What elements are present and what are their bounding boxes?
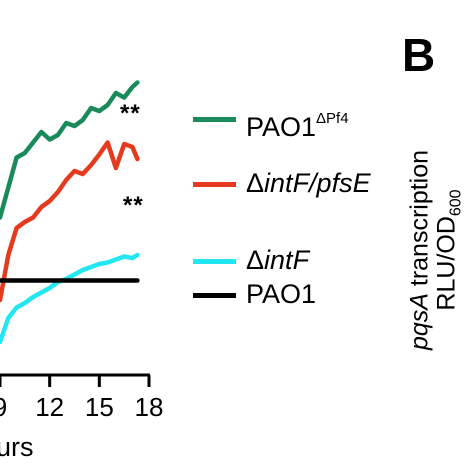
series-layer: [0, 80, 140, 345]
y-axis-title-word: transcription: [405, 149, 434, 294]
significance-mark-top: **: [120, 100, 141, 127]
legend-label-italic: intF: [264, 245, 310, 275]
legend-label-italic: intF/pfsE: [264, 168, 371, 198]
legend-swatch-pao1-dpf4: [193, 117, 236, 122]
legend-label-intf-pfse: ΔintF/pfsE: [246, 170, 371, 197]
series-line-2: [0, 252, 140, 345]
x-tick-label: 18: [135, 392, 164, 422]
y-axis-title-units: RLU/OD: [432, 216, 461, 311]
x-tick-label: 12: [35, 392, 64, 422]
legend-swatch-intf: [193, 259, 236, 264]
y-axis-title-gene: pqsA: [405, 293, 434, 351]
series-line-0: [0, 80, 140, 220]
x-axis-title: urs: [0, 432, 34, 462]
legend-label-base: Δ: [246, 168, 265, 198]
legend-label-base: PAO1: [246, 112, 317, 142]
legend-label-intf: ΔintF: [246, 247, 309, 274]
y-axis-title: pqsA transcription RLU/OD600: [405, 149, 470, 351]
legend-label-pao1: PAO1: [246, 281, 316, 308]
significance-mark-bottom: **: [123, 192, 144, 219]
legend-label-base: Δ: [246, 245, 265, 275]
y-axis-title-line1: pqsA transcription: [405, 149, 434, 351]
y-axis-title-units-sub: 600: [447, 189, 465, 217]
panel-letter: B: [402, 29, 436, 81]
legend-swatch-intf-pfse: [193, 182, 236, 187]
series-line-1: [0, 140, 140, 303]
x-tick-label: 9: [0, 392, 7, 422]
x-axis: 9 12 15 18: [0, 373, 164, 422]
legend-label-pao1-dpf4: PAO1ΔPf4: [246, 105, 349, 141]
legend-swatch-pao1: [193, 293, 236, 298]
legend-label-sup: ΔPf4: [316, 110, 349, 127]
y-axis-title-line2: RLU/OD600: [432, 150, 470, 350]
x-tick-label: 15: [85, 392, 114, 422]
legend-label-base: PAO1: [246, 279, 317, 309]
